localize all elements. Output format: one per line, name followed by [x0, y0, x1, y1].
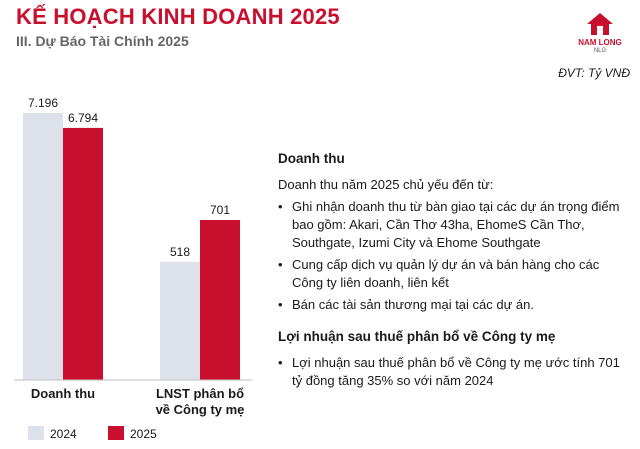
logo-name: NAM LONG [578, 38, 622, 47]
profit-bullet-list: • Lợi nhuận sau thuế phân bổ về Công ty m… [278, 354, 628, 390]
data-label: 518 [170, 245, 190, 259]
profit-section: Lợi nhuận sau thuế phân bổ về Công ty mẹ… [278, 328, 628, 390]
legend-swatch [28, 426, 44, 440]
house-logo-icon [587, 13, 613, 35]
bar-chart: 7.196 6.794 Doanh thu 518 701 LNST phân bổvề … [14, 96, 252, 441]
list-item: • Bán các tài sản thương mại tại các dự á… [278, 296, 628, 314]
bar [23, 113, 63, 380]
list-item: • Lợi nhuận sau thuế phân bổ về Công ty m… [278, 354, 628, 390]
bullet-icon: • [278, 297, 283, 312]
data-label: 701 [210, 203, 230, 217]
bar [63, 127, 103, 380]
legend-swatch [108, 426, 124, 440]
bullet-text: Ghi nhận doanh thu từ bàn giao tại các d… [292, 199, 620, 250]
bullet-text: Bán các tài sản thương mại tại các dự án… [292, 297, 534, 312]
bullet-text: Cung cấp dịch vụ quản lý dự án và bán hà… [292, 257, 600, 290]
category-label: LNST phân bổ [156, 386, 244, 401]
list-item: • Cung cấp dịch vụ quản lý dự án và bán h… [278, 256, 628, 292]
legend-label: 2024 [50, 427, 77, 441]
category-label: về Công ty mẹ [156, 402, 245, 417]
unit-label: ĐVT: Tỷ VNĐ [558, 66, 630, 80]
bullet-icon: • [278, 199, 283, 214]
data-label: 7.196 [28, 96, 58, 110]
data-label: 6.794 [68, 111, 98, 125]
bullet-text: Lợi nhuận sau thuế phân bổ về Công ty mẹ… [292, 355, 620, 388]
company-logo: NAM LONG NLG [560, 12, 640, 58]
bullet-icon: • [278, 355, 283, 370]
legend-label: 2025 [130, 427, 157, 441]
logo-ticker: NLG [593, 48, 607, 54]
page-subtitle: III. Dự Báo Tài Chính 2025 [16, 33, 189, 49]
section-heading-profit: Lợi nhuận sau thuế phân bổ về Công ty mẹ [278, 329, 556, 344]
commentary-panel: Doanh thu Doanh thu năm 2025 chủ yếu đến… [278, 150, 628, 394]
category-label: Doanh thu [31, 386, 95, 401]
section-intro-revenue: Doanh thu năm 2025 chủ yếu đến từ: [278, 177, 494, 192]
list-item: • Ghi nhận doanh thu từ bàn giao tại các … [278, 198, 628, 252]
section-heading-revenue: Doanh thu [278, 151, 345, 166]
page-title: KẾ HOẠCH KINH DOANH 2025 [16, 4, 340, 29]
bar [200, 220, 240, 380]
bar [160, 261, 200, 380]
revenue-bullet-list: • Ghi nhận doanh thu từ bàn giao tại các … [278, 198, 628, 314]
bullet-icon: • [278, 257, 283, 272]
